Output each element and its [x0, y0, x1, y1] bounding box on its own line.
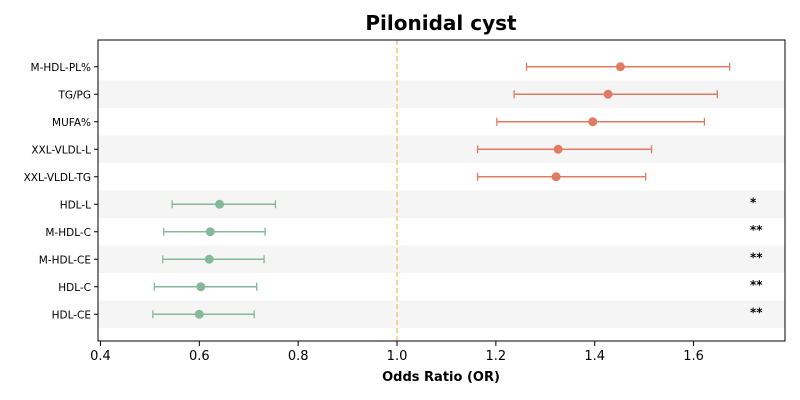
x-tick-label: 1.0 [387, 349, 408, 364]
row-shade [98, 135, 785, 163]
chart-title: Pilonidal cyst [365, 11, 517, 35]
y-tick-label: M-HDL-CE [39, 254, 91, 266]
significance-marker: ** [750, 278, 763, 292]
or-point [204, 254, 214, 264]
y-tick-label: HDL-L [60, 199, 91, 211]
significance-marker: ** [750, 250, 763, 264]
or-point [553, 144, 563, 154]
significance-marker: ** [750, 305, 763, 319]
x-tick-label: 1.2 [486, 349, 507, 364]
x-tick-label: 1.4 [584, 349, 605, 364]
or-point [588, 117, 598, 127]
significance-marker: * [750, 195, 757, 209]
y-tick-label: HDL-CE [52, 309, 91, 321]
x-tick-label: 0.8 [288, 349, 309, 364]
x-tick-label: 0.6 [189, 349, 210, 364]
y-tick-label: MUFA% [52, 117, 91, 129]
y-tick-label: XXL-VLDL-TG [24, 172, 91, 184]
or-point [215, 199, 225, 209]
y-tick-label: XXL-VLDL-L [31, 144, 91, 156]
x-tick-label: 1.6 [683, 349, 704, 364]
y-tick-label: M-HDL-PL% [31, 62, 91, 74]
or-point [194, 309, 204, 319]
y-tick-label: HDL-C [58, 282, 91, 294]
or-point [551, 172, 561, 182]
or-point [205, 227, 215, 237]
y-tick-label: TG/PG [57, 89, 91, 101]
or-point [615, 62, 625, 72]
significance-marker: ** [750, 223, 763, 237]
or-point [603, 89, 613, 99]
axes-frame [97, 39, 786, 342]
or-point [196, 282, 206, 292]
y-tick-label: M-HDL-C [45, 227, 91, 239]
x-tick-label: 0.4 [90, 349, 111, 364]
plot-area: M-HDL-PL% TG/PG MUFA% XXL-VLDL-L XXL-VLDL-TG… [24, 39, 786, 364]
x-axis-label: Odds Ratio (OR) [382, 370, 500, 385]
